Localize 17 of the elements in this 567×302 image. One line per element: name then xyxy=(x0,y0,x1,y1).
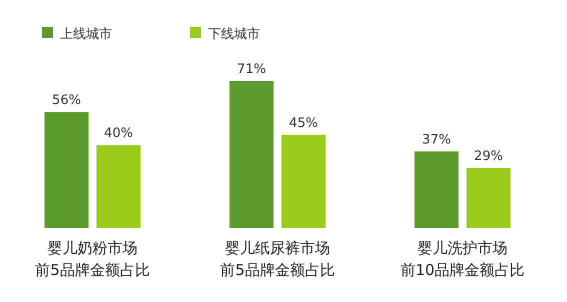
data-label: 71% xyxy=(237,62,266,77)
bar xyxy=(414,151,458,228)
legend-label: 上线城市 xyxy=(60,27,112,42)
bar xyxy=(230,81,274,228)
data-label: 40% xyxy=(104,126,133,142)
x-tick-label: 婴儿洗护市场前10品牌金额占比 xyxy=(400,239,525,279)
data-label: 56% xyxy=(52,93,81,108)
data-label: 37% xyxy=(422,132,451,148)
data-label: 45% xyxy=(289,116,318,131)
bar xyxy=(466,168,510,228)
bar xyxy=(96,145,140,228)
legend-label: 下线城市 xyxy=(208,27,260,42)
bar xyxy=(44,112,88,228)
x-tick-label: 婴儿纸尿裤市场前5品牌金额占比 xyxy=(220,239,335,279)
bar xyxy=(282,134,326,228)
data-label: 29% xyxy=(474,148,503,164)
x-tick-label: 婴儿奶粉市场前5品牌金额占比 xyxy=(35,239,150,279)
